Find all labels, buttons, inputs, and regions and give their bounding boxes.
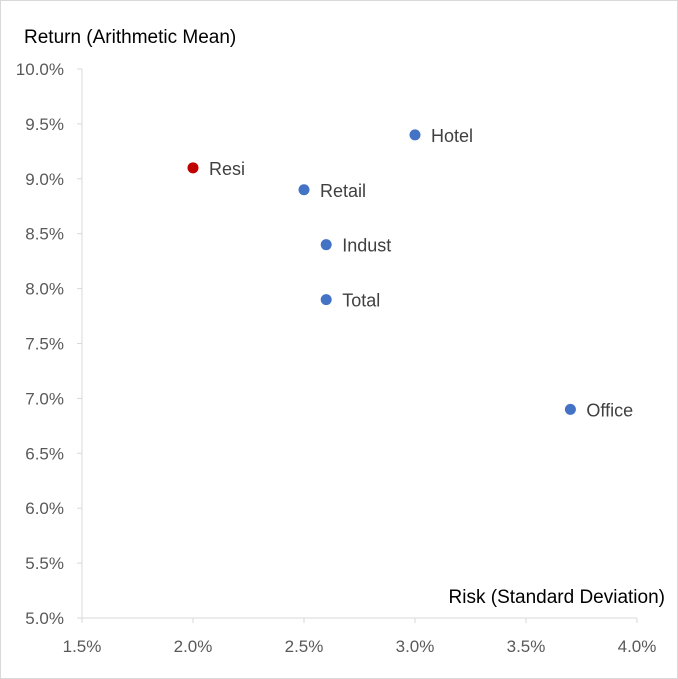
data-label-hotel: Hotel xyxy=(431,126,473,146)
data-point-office xyxy=(564,403,576,415)
y-tick-label: 7.0% xyxy=(25,389,64,408)
y-tick-label: 5.0% xyxy=(25,609,64,628)
x-tick-label: 2.0% xyxy=(174,637,213,656)
axes xyxy=(77,68,638,623)
data-point-indust xyxy=(320,239,332,251)
x-tick-label: 3.5% xyxy=(507,637,546,656)
data-point-retail xyxy=(298,184,310,196)
y-tick-label: 5.5% xyxy=(25,554,64,573)
data-label-office: Office xyxy=(586,400,633,420)
data-point-resi xyxy=(187,162,199,174)
y-tick-label: 8.0% xyxy=(25,280,64,299)
x-tick-label: 2.5% xyxy=(285,637,324,656)
y-tick-label: 6.0% xyxy=(25,499,64,518)
y-axis-title: Return (Arithmetic Mean) xyxy=(24,27,236,48)
data-point-total xyxy=(320,294,332,306)
y-tick-label: 6.5% xyxy=(25,444,64,463)
y-tick-label: 7.5% xyxy=(25,335,64,354)
data-label-indust: Indust xyxy=(342,236,391,256)
x-tick-labels: 1.5% 2.0% 2.5% 3.0% 3.5% 4.0% xyxy=(63,637,657,656)
y-tick-label: 9.5% xyxy=(25,115,64,134)
x-tick-label: 3.0% xyxy=(396,637,435,656)
x-axis-title: Risk (Standard Deviation) xyxy=(449,587,665,608)
data-point-hotel xyxy=(409,129,421,141)
x-tick-label: 1.5% xyxy=(63,637,102,656)
y-tick-label: 10.0% xyxy=(16,60,64,79)
y-tick-labels: 10.0% 9.5% 9.0% 8.5% 8.0% 7.5% 7.0% 6.5% 6.0% 5.5… xyxy=(16,60,64,628)
y-tick-label: 8.5% xyxy=(25,225,64,244)
y-tick-label: 9.0% xyxy=(25,170,64,189)
data-label-retail: Retail xyxy=(320,181,366,201)
data-label-resi: Resi xyxy=(209,159,245,179)
data-label-total: Total xyxy=(342,291,380,311)
data-points: Hotel Resi Retail Indust Total Office xyxy=(187,126,633,420)
x-tick-label: 4.0% xyxy=(618,637,657,656)
